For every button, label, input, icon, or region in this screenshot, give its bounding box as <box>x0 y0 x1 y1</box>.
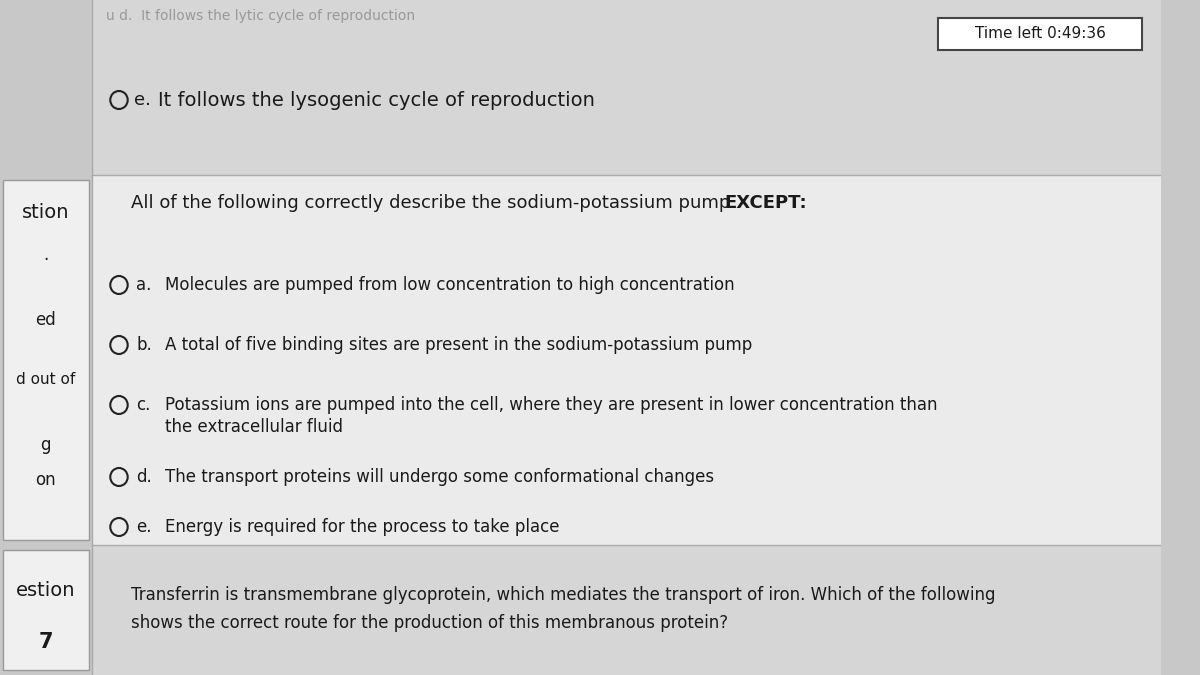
Text: the extracellular fluid: the extracellular fluid <box>166 418 343 436</box>
FancyBboxPatch shape <box>92 545 1160 675</box>
Text: 7: 7 <box>38 632 53 652</box>
Text: All of the following correctly describe the sodium-potassium pump: All of the following correctly describe … <box>131 194 736 212</box>
Text: stion: stion <box>22 203 70 223</box>
Text: d out of: d out of <box>16 373 76 387</box>
Text: Energy is required for the process to take place: Energy is required for the process to ta… <box>166 518 560 536</box>
Text: A total of five binding sites are present in the sodium-potassium pump: A total of five binding sites are presen… <box>166 336 752 354</box>
Text: Time left 0:49:36: Time left 0:49:36 <box>974 26 1105 41</box>
Text: c.: c. <box>137 396 151 414</box>
Text: .: . <box>43 246 48 264</box>
Text: b.: b. <box>137 336 152 354</box>
FancyBboxPatch shape <box>92 0 1160 175</box>
Text: It follows the lysogenic cycle of reproduction: It follows the lysogenic cycle of reprod… <box>157 90 594 109</box>
Text: e.: e. <box>137 518 152 536</box>
Text: Transferrin is transmembrane glycoprotein, which mediates the transport of iron.: Transferrin is transmembrane glycoprotei… <box>131 586 995 604</box>
Text: Molecules are pumped from low concentration to high concentration: Molecules are pumped from low concentrat… <box>166 276 736 294</box>
FancyBboxPatch shape <box>0 0 92 175</box>
Text: u d.  It follows the lytic cycle of reproduction: u d. It follows the lytic cycle of repro… <box>107 9 415 23</box>
Text: estion: estion <box>16 580 76 599</box>
Text: EXCEPT:: EXCEPT: <box>725 194 808 212</box>
FancyBboxPatch shape <box>2 180 89 540</box>
Text: Potassium ions are pumped into the cell, where they are present in lower concent: Potassium ions are pumped into the cell,… <box>166 396 938 414</box>
Text: shows the correct route for the production of this membranous protein?: shows the correct route for the producti… <box>131 614 727 632</box>
Text: ed: ed <box>35 311 56 329</box>
Text: on: on <box>35 471 55 489</box>
Text: g: g <box>41 436 50 454</box>
Text: a.: a. <box>137 276 151 294</box>
Text: The transport proteins will undergo some conformational changes: The transport proteins will undergo some… <box>166 468 714 486</box>
Text: d.: d. <box>137 468 152 486</box>
FancyBboxPatch shape <box>92 175 1160 545</box>
FancyBboxPatch shape <box>938 18 1141 50</box>
Text: e.: e. <box>134 91 151 109</box>
FancyBboxPatch shape <box>2 550 89 670</box>
